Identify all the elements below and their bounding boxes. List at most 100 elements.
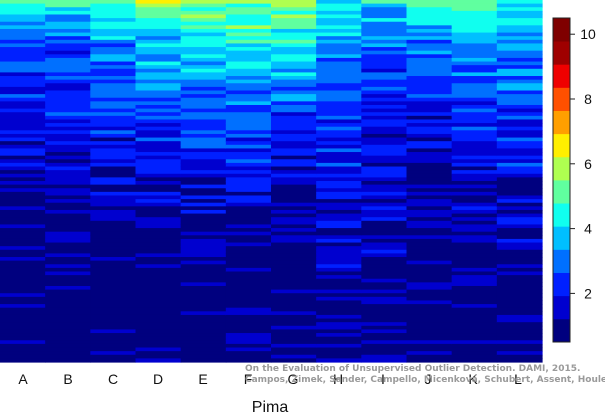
heatmap-cell <box>135 220 182 226</box>
heatmap-cell <box>361 213 408 218</box>
heatmap-cell <box>451 36 498 41</box>
heatmap-cell <box>361 224 408 229</box>
heatmap-cell <box>225 181 272 186</box>
heatmap-cell <box>271 271 317 276</box>
heatmap-cell <box>406 199 453 204</box>
heatmap-cell <box>225 199 272 204</box>
heatmap-cell <box>271 307 317 312</box>
heatmap-cell <box>135 249 182 254</box>
heatmap-cell <box>225 213 272 218</box>
heatmap-cell <box>316 202 362 207</box>
heatmap-cell <box>406 275 453 280</box>
heatmap-cell <box>451 340 498 345</box>
heatmap-cell <box>45 285 91 291</box>
heatmap-cell <box>135 199 182 204</box>
heatmap-cell <box>45 115 91 121</box>
heatmap-cell <box>135 206 182 211</box>
heatmap-cell <box>316 68 362 73</box>
heatmap-cell <box>496 39 543 45</box>
heatmap-cell <box>406 347 453 352</box>
heatmap-cell <box>316 304 362 309</box>
heatmap-cell <box>0 72 46 77</box>
heatmap-cell <box>316 242 362 247</box>
heatmap-cell <box>361 333 408 338</box>
heatmap-cell <box>451 191 498 197</box>
heatmap-cell <box>451 202 498 207</box>
heatmap-cell <box>225 296 272 302</box>
heatmap-cell <box>406 43 453 48</box>
heatmap-cell <box>225 267 272 273</box>
heatmap-cell <box>316 228 362 233</box>
heatmap-cell <box>496 329 543 334</box>
heatmap-cell <box>135 184 182 189</box>
heatmap-cell <box>271 322 317 327</box>
heatmap-cell <box>316 90 362 95</box>
heatmap-cell <box>180 36 227 41</box>
heatmap-cell <box>451 296 498 302</box>
heatmap-cell <box>271 65 317 70</box>
heatmap-cell <box>316 162 362 168</box>
heatmap-cell <box>406 162 453 168</box>
heatmap-cell <box>406 3 453 8</box>
heatmap-cell <box>0 224 46 229</box>
heatmap-cell <box>180 141 227 146</box>
heatmap-cell <box>451 253 498 258</box>
heatmap-cell <box>496 177 543 182</box>
heatmap-cell <box>180 293 227 298</box>
heatmap-cell <box>406 249 453 254</box>
heatmap-cell <box>271 325 317 331</box>
heatmap-cell <box>90 278 137 283</box>
heatmap-cell <box>316 155 362 160</box>
heatmap-cell <box>45 246 91 251</box>
heatmap-cell <box>361 79 408 84</box>
heatmap-cell <box>316 293 362 298</box>
heatmap-cell <box>316 177 362 182</box>
heatmap-cell <box>496 202 543 207</box>
heatmap-cell <box>45 296 91 302</box>
heatmap-cell <box>361 220 408 226</box>
heatmap-cell <box>271 209 317 215</box>
x-tick-label: D <box>153 371 163 387</box>
heatmap-cell <box>496 188 543 193</box>
heatmap-cell <box>496 79 543 84</box>
heatmap-cell <box>135 133 182 139</box>
heatmap-cell <box>406 144 453 150</box>
heatmap-cell <box>406 7 453 12</box>
heatmap-cell <box>406 50 453 55</box>
heatmap-cell <box>180 242 227 247</box>
heatmap-cell <box>271 137 317 142</box>
heatmap-cell <box>496 83 543 88</box>
heatmap-cell <box>45 289 91 294</box>
heatmap-cell <box>90 202 137 207</box>
heatmap-cell <box>180 347 227 352</box>
heatmap-cell <box>45 209 91 215</box>
heatmap-cell <box>90 231 137 236</box>
heatmap-cell <box>0 188 46 193</box>
heatmap-cell <box>180 188 227 193</box>
heatmap-cell <box>90 86 137 92</box>
heatmap-cell <box>271 170 317 175</box>
heatmap-cell <box>45 3 91 8</box>
credit-line-1: On the Evaluation of Unsupervised Outlie… <box>245 364 580 374</box>
heatmap-cell <box>45 358 91 363</box>
heatmap-cell <box>0 195 46 200</box>
heatmap-cell <box>135 25 182 30</box>
heatmap-cell <box>316 257 362 262</box>
heatmap-cell <box>451 289 498 294</box>
heatmap-cell <box>406 61 453 66</box>
heatmap-cell <box>225 191 272 197</box>
heatmap-cell <box>180 3 227 8</box>
heatmap-cell <box>496 325 543 331</box>
heatmap-cell <box>271 141 317 146</box>
heatmap-cell <box>180 79 227 84</box>
heatmap-cell <box>496 162 543 168</box>
heatmap-cell <box>90 57 137 63</box>
heatmap-cell <box>406 358 453 363</box>
heatmap-cell <box>180 220 227 226</box>
heatmap-cell <box>135 166 182 171</box>
heatmap-cell <box>90 28 137 34</box>
heatmap-cell <box>180 300 227 305</box>
heatmap-cell <box>0 18 46 23</box>
heatmap-cell <box>361 311 408 316</box>
heatmap-cell <box>225 104 272 110</box>
